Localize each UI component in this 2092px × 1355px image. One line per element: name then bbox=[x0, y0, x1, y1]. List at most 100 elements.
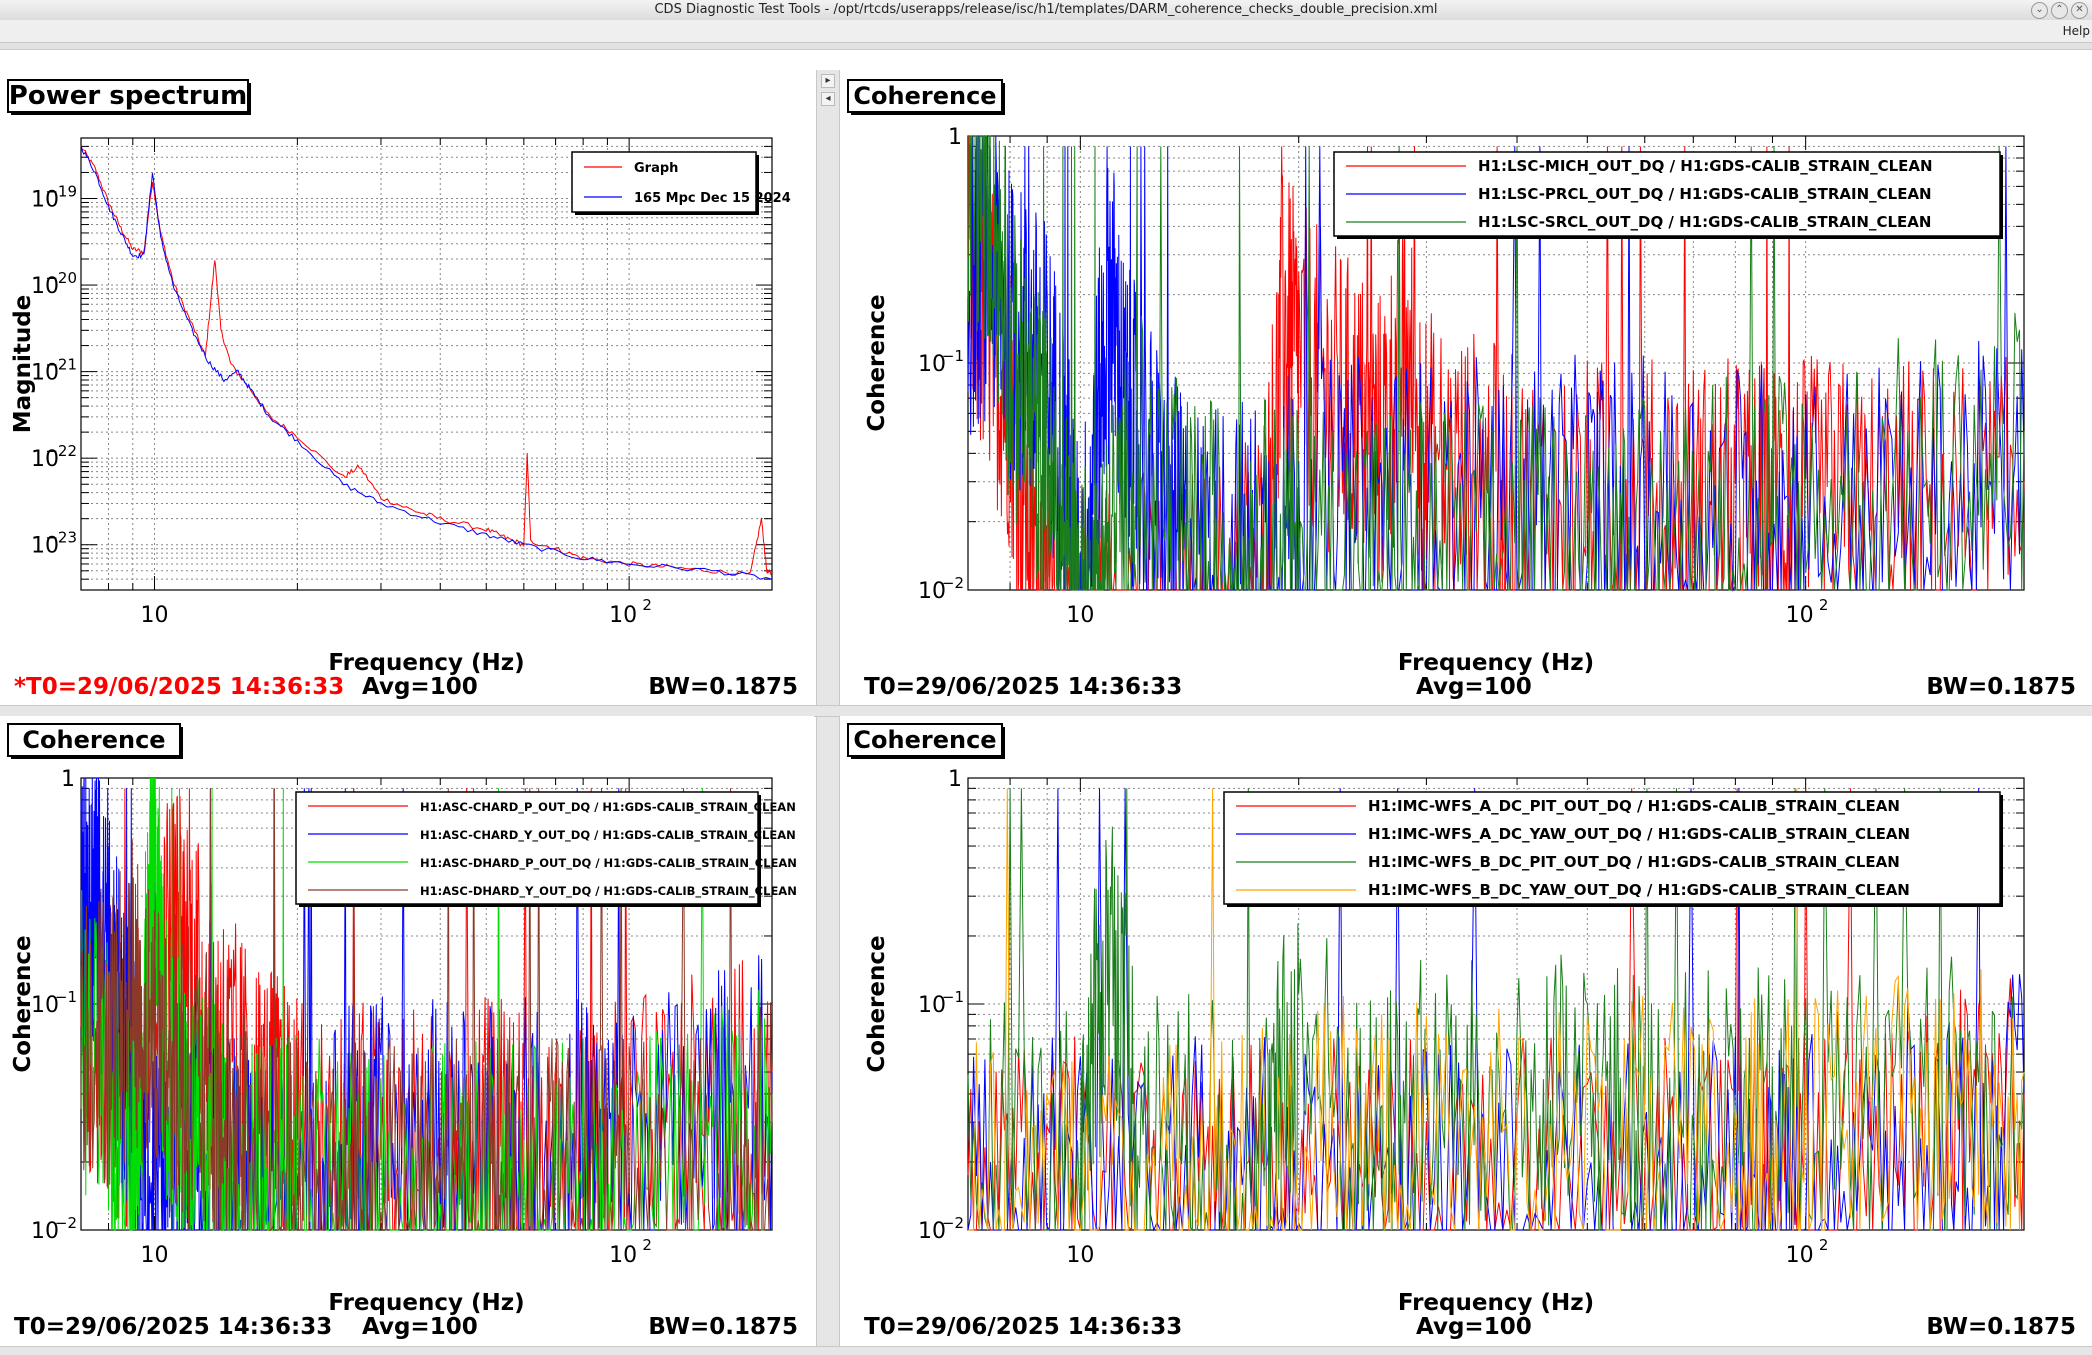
power-ytick-label: 10−21 bbox=[31, 356, 77, 386]
coh2-xlabel: Frequency (Hz) bbox=[328, 1290, 524, 1316]
power-series-1 bbox=[80, 145, 773, 580]
coh2-status-row: T0=29/06/2025 14:36:33 Avg=100 BW=0.1875 bbox=[14, 1314, 798, 1340]
help-menu[interactable]: Help bbox=[2062, 24, 2090, 38]
svg-text:−1: −1 bbox=[942, 988, 964, 1006]
power-ylabel: Magnitude bbox=[10, 295, 36, 434]
coherence-pad-asc[interactable]: Coherence 1 10 −1 10 −2 10 10 2 Frequency (Hz) Coh… bbox=[0, 716, 814, 1344]
svg-text:10: 10 bbox=[1786, 1243, 1814, 1268]
legend-entry-label: H1:LSC-MICH_OUT_DQ / H1:GDS-CALIB_STRAIN… bbox=[1478, 157, 1933, 175]
legend-entry-label: H1:ASC-DHARD_P_OUT_DQ / H1:GDS-CALIB_STR… bbox=[420, 856, 797, 871]
svg-text:−2: −2 bbox=[55, 1214, 77, 1232]
coh2-legend: H1:ASC-CHARD_P_OUT_DQ / H1:GDS-CALIB_STR… bbox=[295, 791, 797, 907]
bandwidth: BW=0.1875 bbox=[1926, 674, 2076, 700]
average-count: Avg=100 bbox=[362, 1314, 478, 1340]
coherence-pad-imc[interactable]: Coherence 1 10 −1 10 −2 10 10 2 Frequency (Hz) Coh… bbox=[840, 716, 2092, 1344]
splitter-left-arrow-icon[interactable]: ◂ bbox=[821, 92, 835, 106]
svg-text:1: 1 bbox=[61, 767, 75, 792]
splitter-right-arrow-icon[interactable]: ▸ bbox=[821, 74, 835, 88]
coh1-series-group bbox=[967, 135, 2025, 592]
coh2-ytick-label: 1 bbox=[61, 767, 75, 792]
power-chart[interactable]: Power spectrum10−1910−2010−2110−2210−231… bbox=[0, 72, 814, 704]
coh1-ytick-label: 10−2 bbox=[918, 574, 964, 604]
coherence-pad-lsc[interactable]: Coherence 1 10 −1 10 −2 10 10 2 Frequency (Hz) Coh… bbox=[840, 72, 2092, 704]
coh3-title-box: Coherence bbox=[847, 723, 1005, 759]
svg-text:10: 10 bbox=[141, 1243, 169, 1268]
svg-text:−2: −2 bbox=[942, 1214, 964, 1232]
power-ytick-label: 10−22 bbox=[31, 442, 77, 472]
t0-timestamp: T0=29/06/2025 14:36:33 bbox=[864, 1314, 1182, 1340]
legend-entry-label: H1:ASC-CHARD_Y_OUT_DQ / H1:GDS-CALIB_STR… bbox=[420, 828, 796, 843]
svg-text:10: 10 bbox=[141, 603, 169, 628]
svg-text:10: 10 bbox=[31, 534, 59, 559]
toolbar-separator bbox=[0, 42, 2092, 50]
svg-text:10: 10 bbox=[918, 579, 946, 604]
svg-text:2: 2 bbox=[1819, 596, 1829, 614]
coh2-xtick-label: 10 bbox=[141, 1243, 169, 1268]
average-count: Avg=100 bbox=[1416, 674, 1532, 700]
power-title-box: Power spectrum bbox=[7, 79, 251, 115]
legend-entry-label: H1:ASC-DHARD_Y_OUT_DQ / H1:GDS-CALIB_STR… bbox=[420, 884, 797, 899]
bottom-scrollbar[interactable] bbox=[0, 1346, 2092, 1355]
coh3-xlabel: Frequency (Hz) bbox=[1398, 1290, 1594, 1316]
coh1-xtick-label: 10 2 bbox=[1786, 596, 1829, 628]
coh2-title: Coherence bbox=[22, 726, 165, 754]
coh2-title-box: Coherence bbox=[7, 723, 183, 759]
t0-timestamp: T0=29/06/2025 14:36:33 bbox=[14, 1314, 332, 1340]
svg-text:10: 10 bbox=[1066, 603, 1094, 628]
coh1-series-2 bbox=[967, 135, 2025, 591]
svg-text:10: 10 bbox=[31, 188, 59, 213]
coh1-ylabel: Coherence bbox=[864, 294, 890, 431]
bandwidth: BW=0.1875 bbox=[648, 674, 798, 700]
power-ytick-label: 10−23 bbox=[31, 529, 77, 559]
coh2-xtick-label: 10 2 bbox=[609, 1236, 652, 1268]
coh1-ytick-label: 1 bbox=[948, 125, 962, 150]
t0-timestamp: *T0=29/06/2025 14:36:33 bbox=[14, 674, 344, 700]
svg-text:10: 10 bbox=[1786, 603, 1814, 628]
power-series-group bbox=[80, 145, 773, 580]
coh2-series-3 bbox=[80, 788, 773, 1232]
power-spectrum-pad[interactable]: Power spectrum 10 −19 10 −20 10 −21 10 −22 10 −23 1… bbox=[0, 72, 814, 704]
svg-text:10: 10 bbox=[609, 1243, 637, 1268]
power-legend: Graph 165 Mpc Dec 15 2024 bbox=[571, 151, 791, 215]
coh1-xlabel: Frequency (Hz) bbox=[1398, 650, 1594, 676]
svg-text:1: 1 bbox=[948, 125, 962, 150]
legend-entry-label: 165 Mpc Dec 15 2024 bbox=[634, 191, 791, 206]
average-count: Avg=100 bbox=[1416, 1314, 1532, 1340]
coh3-ytick-label: 10−1 bbox=[918, 988, 964, 1018]
power-xtick-label: 10 bbox=[141, 603, 169, 628]
window-title: CDS Diagnostic Test Tools - /opt/rtcds/u… bbox=[654, 2, 1438, 17]
svg-text:−1: −1 bbox=[55, 988, 77, 1006]
legend-entry-label: H1:LSC-PRCL_OUT_DQ / H1:GDS-CALIB_STRAIN… bbox=[1478, 185, 1932, 203]
coh3-xtick-label: 10 2 bbox=[1786, 1236, 1829, 1268]
power-ytick-label: 10−19 bbox=[31, 183, 77, 213]
legend-entry-label: H1:IMC-WFS_B_DC_YAW_OUT_DQ / H1:GDS-CALI… bbox=[1368, 881, 1910, 899]
legend-entry-label: H1:ASC-CHARD_P_OUT_DQ / H1:GDS-CALIB_STR… bbox=[420, 800, 796, 815]
svg-text:10: 10 bbox=[31, 993, 59, 1018]
svg-text:10: 10 bbox=[1066, 1243, 1094, 1268]
power-status-row: *T0=29/06/2025 14:36:33 Avg=100 BW=0.1875 bbox=[14, 674, 798, 700]
t0-timestamp: T0=29/06/2025 14:36:33 bbox=[864, 674, 1182, 700]
svg-text:2: 2 bbox=[1819, 1236, 1829, 1254]
svg-text:−22: −22 bbox=[45, 442, 77, 460]
coh3-series-group bbox=[967, 788, 2025, 1232]
power-xtick-label: 10 2 bbox=[609, 596, 652, 628]
coh2-ytick-label: 10−2 bbox=[31, 1214, 77, 1244]
svg-text:−23: −23 bbox=[45, 529, 77, 547]
coh1-status-row: T0=29/06/2025 14:36:33 Avg=100 BW=0.1875 bbox=[864, 674, 2076, 700]
svg-text:10: 10 bbox=[609, 603, 637, 628]
svg-text:10: 10 bbox=[31, 447, 59, 472]
coh3-status-row: T0=29/06/2025 14:36:33 Avg=100 BW=0.1875 bbox=[864, 1314, 2076, 1340]
svg-text:1: 1 bbox=[948, 767, 962, 792]
maximize-icon[interactable]: ⌃ bbox=[2051, 2, 2068, 19]
coh3-legend: H1:IMC-WFS_A_DC_PIT_OUT_DQ / H1:GDS-CALI… bbox=[1223, 791, 2003, 907]
bandwidth: BW=0.1875 bbox=[648, 1314, 798, 1340]
coh3-series-3 bbox=[968, 788, 2025, 1232]
window-titlebar: CDS Diagnostic Test Tools - /opt/rtcds/u… bbox=[0, 0, 2092, 21]
minimize-icon[interactable]: ⌄ bbox=[2031, 2, 2048, 19]
close-icon[interactable]: ✕ bbox=[2071, 2, 2088, 19]
legend-entry-label: H1:IMC-WFS_A_DC_YAW_OUT_DQ / H1:GDS-CALI… bbox=[1368, 825, 1910, 843]
legend-entry-label: H1:IMC-WFS_A_DC_PIT_OUT_DQ / H1:GDS-CALI… bbox=[1368, 797, 1900, 815]
